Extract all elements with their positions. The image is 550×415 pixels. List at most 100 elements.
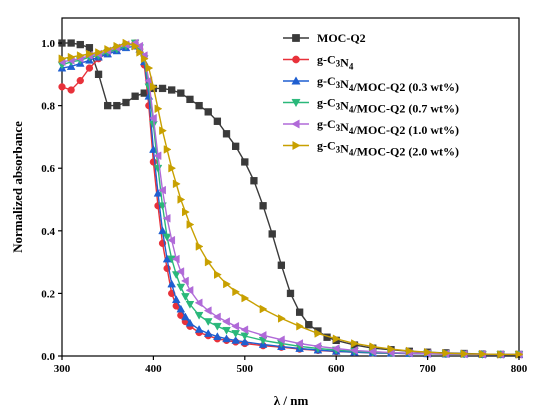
legend-marker bbox=[291, 98, 301, 108]
data-point bbox=[76, 76, 84, 85]
data-point bbox=[162, 233, 172, 242]
data-point bbox=[94, 70, 103, 78]
x-tick-label: 800 bbox=[511, 363, 528, 375]
data-point bbox=[95, 48, 103, 57]
data-point bbox=[214, 270, 222, 279]
legend-marker bbox=[292, 140, 301, 151]
data-point bbox=[223, 279, 231, 289]
data-point bbox=[241, 293, 250, 303]
data-point bbox=[186, 95, 194, 104]
data-point bbox=[176, 283, 186, 292]
x-tick-label: 700 bbox=[419, 363, 436, 375]
data-point bbox=[250, 177, 258, 185]
data-point bbox=[167, 279, 177, 288]
data-point bbox=[76, 51, 85, 60]
data-point bbox=[259, 202, 267, 210]
x-axis-title: λ / nm bbox=[274, 393, 309, 408]
legend-marker bbox=[292, 34, 300, 42]
data-point bbox=[231, 330, 240, 338]
data-point bbox=[286, 289, 295, 298]
data-point bbox=[222, 326, 231, 335]
data-point bbox=[167, 235, 176, 245]
data-point bbox=[104, 101, 112, 110]
y-tick-label: 0.0 bbox=[41, 351, 55, 363]
legend-entry-2: g-C3N4 bbox=[283, 53, 354, 72]
data-point bbox=[154, 104, 163, 114]
data-point bbox=[85, 44, 94, 52]
axes-layer: 300 400 500 600 700 800 0.0 0.2 0.4 0.6 0.8 1.0 bbox=[41, 38, 528, 375]
data-point bbox=[113, 41, 122, 51]
data-point bbox=[140, 54, 149, 64]
series-6 bbox=[58, 38, 524, 359]
data-point bbox=[232, 287, 241, 297]
data-point bbox=[131, 41, 140, 51]
data-point bbox=[442, 348, 451, 358]
data-point bbox=[104, 44, 113, 54]
y-tick-label: 0.6 bbox=[41, 163, 55, 175]
data-point bbox=[350, 346, 358, 355]
data-point bbox=[58, 83, 66, 91]
data-point bbox=[122, 98, 130, 107]
data-point bbox=[153, 188, 163, 197]
data-point bbox=[314, 329, 323, 338]
data-point bbox=[67, 39, 75, 47]
data-point bbox=[171, 271, 181, 280]
legend-label: g-C3N4/MOC-Q2 (2.0 wt%) bbox=[317, 139, 459, 159]
data-point bbox=[203, 306, 212, 315]
data-point bbox=[158, 84, 167, 93]
data-point bbox=[277, 314, 286, 323]
data-point bbox=[176, 267, 185, 276]
legend-entry-6: g-C3N4/MOC-Q2 (2.0 wt%) bbox=[283, 139, 459, 159]
data-point bbox=[351, 339, 359, 348]
legend-label: g-C3N4/MOC-Q2 (0.7 wt%) bbox=[317, 96, 459, 116]
data-point bbox=[181, 293, 190, 301]
data-point bbox=[182, 207, 190, 217]
legend-marker bbox=[292, 55, 300, 64]
data-point bbox=[177, 89, 185, 97]
legend-entry-1: MOC-Q2 bbox=[283, 31, 366, 45]
legend-label: g-C3N4/MOC-Q2 (1.0 wt%) bbox=[317, 117, 459, 137]
plot-frame bbox=[61, 17, 520, 357]
data-point bbox=[240, 325, 249, 335]
legend-label: MOC-Q2 bbox=[317, 31, 366, 45]
data-point bbox=[172, 179, 181, 189]
legend-label: g-C3N4/MOC-Q2 (0.3 wt%) bbox=[317, 74, 459, 94]
legend-label: g-C3N4 bbox=[317, 53, 354, 72]
y-axis-title: Normalized absorbance bbox=[10, 121, 25, 253]
y-tick-label: 0.2 bbox=[41, 288, 55, 300]
data-point bbox=[460, 349, 469, 359]
data-point bbox=[313, 341, 322, 351]
data-point bbox=[231, 335, 240, 344]
data-point bbox=[162, 213, 171, 223]
data-point bbox=[85, 64, 94, 72]
data-point bbox=[424, 347, 433, 357]
data-point bbox=[67, 86, 75, 94]
data-point bbox=[194, 324, 204, 333]
legend-entry-3: g-C3N4/MOC-Q2 (0.3 wt%) bbox=[283, 74, 459, 94]
data-point bbox=[240, 332, 250, 341]
data-point bbox=[296, 321, 305, 331]
y-tick-label: 1.0 bbox=[41, 38, 55, 50]
data-point bbox=[204, 257, 213, 267]
data-point bbox=[204, 108, 212, 116]
data-point bbox=[136, 48, 145, 57]
x-tick-label: 600 bbox=[328, 363, 345, 375]
data-point bbox=[113, 101, 121, 110]
data-point bbox=[231, 321, 240, 331]
plot-area bbox=[61, 17, 520, 357]
data-point bbox=[295, 339, 304, 348]
x-tick-label: 300 bbox=[54, 363, 71, 375]
data-point bbox=[194, 298, 203, 308]
data-point bbox=[171, 295, 181, 304]
legend-entry-4: g-C3N4/MOC-Q2 (0.7 wt%) bbox=[283, 96, 459, 116]
y-tick-label: 0.4 bbox=[41, 226, 55, 238]
data-point bbox=[305, 321, 313, 329]
data-point bbox=[203, 329, 213, 337]
data-point bbox=[332, 334, 341, 344]
data-point bbox=[241, 158, 249, 166]
data-point bbox=[222, 334, 231, 343]
data-point bbox=[331, 344, 340, 353]
legend-entry-5: g-C3N4/MOC-Q2 (1.0 wt%) bbox=[283, 117, 459, 137]
data-point bbox=[145, 63, 154, 73]
